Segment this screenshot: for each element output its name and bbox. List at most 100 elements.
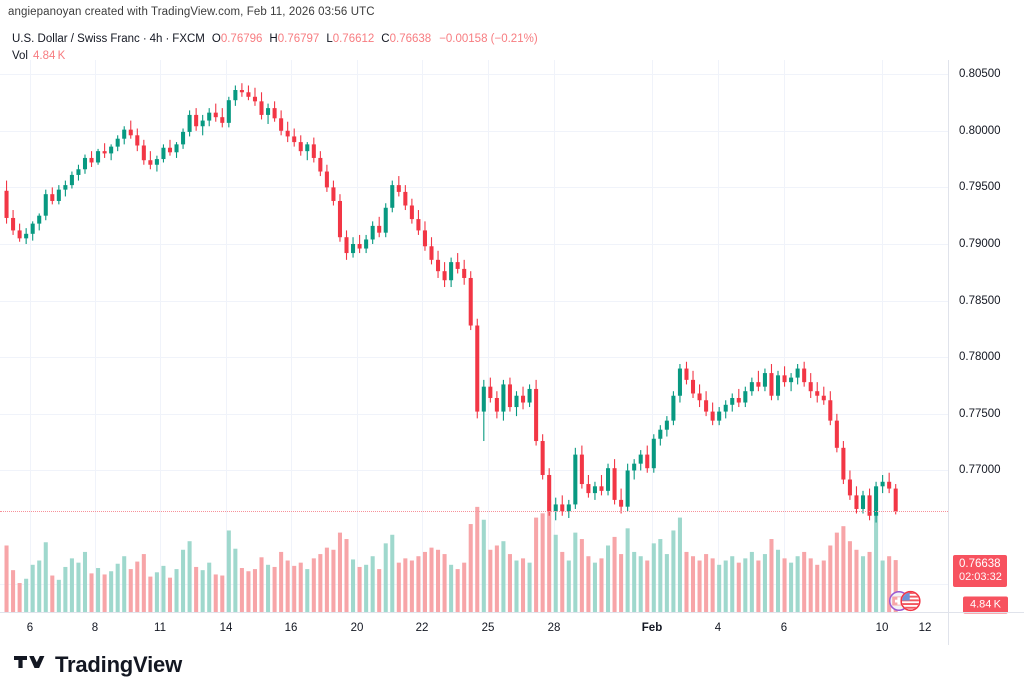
volume-bar [808,558,813,612]
candle-body [841,447,846,480]
candle-body [416,219,421,231]
price-axis[interactable]: 0.80500 0.80000 0.79500 0.79000 0.78500 0.780… [948,60,1024,614]
volume-bar [239,568,244,612]
price-axis-label: 0.79000 [959,238,1001,250]
volume-bar [11,570,16,612]
candle-body [128,129,133,136]
candle-body [893,488,898,512]
time-axis-corner [948,612,1024,645]
volume-bar [619,554,624,612]
volume-bar [213,574,218,612]
volume-bar [109,571,114,612]
candle-body [684,368,689,380]
current-price-badge: 0.76638 02:03:32 [953,555,1007,588]
change-value: −0.00158 (−0.21%) [439,33,538,45]
interval-label[interactable]: 4h [149,33,163,45]
gridline-vertical [784,60,785,612]
candle-body [677,368,682,396]
volume-bar [409,560,414,612]
gridline-horizontal [0,300,948,302]
candle-body [756,382,761,387]
candle-body [475,325,480,412]
gridline-horizontal [0,357,948,359]
candle-body [246,92,251,97]
candle-body [30,223,35,234]
price-axis-label: 0.80000 [959,124,1001,137]
volume-bar [207,562,212,612]
candle-body [821,395,826,401]
time-axis-label: 20 [350,622,364,634]
volume-bar [82,551,88,612]
candle-body [285,130,290,137]
volume-bar [514,560,519,612]
candle-body [521,395,526,403]
candle-body [37,215,42,224]
candle-body [828,400,833,421]
price-axis-label: 0.79500 [959,181,1001,194]
candle-body [494,397,499,412]
volume-bar [377,569,382,612]
price-axis-label: 0.78000 [959,351,1001,364]
candle-body [76,169,81,175]
time-axis-label: 8 [91,622,99,634]
volume-bar [854,549,859,612]
candle-body [181,131,186,145]
gridline-vertical [422,60,423,612]
candle-body [167,147,173,153]
close-key: C [381,33,390,45]
chart-legend: U.S. Dollar / Swiss Franc · 4h · FXCM O0… [12,32,538,64]
gridline-vertical [882,60,883,612]
volume-bar [723,560,728,612]
volume-bar [860,556,866,612]
candle-body [161,147,166,160]
volume-bar [867,551,872,612]
volume-bar [658,539,663,612]
volume-bar [24,578,29,612]
candle-body [690,379,696,394]
candle-body [860,495,866,509]
candle-body [815,391,820,396]
candle-body [239,90,244,93]
volume-bar [220,575,225,612]
volume-bar [311,558,316,612]
volume-bar [331,549,336,612]
candle-body [357,244,362,249]
volume-bar [494,545,499,612]
candle-body [592,486,597,494]
volume-bar [63,566,68,612]
volume-bar [606,545,611,612]
candle-body [717,411,722,421]
volume-badge: 4.84 K [963,596,1008,614]
volume-bar [664,554,669,612]
symbol-name[interactable]: U.S. Dollar / Swiss Franc [12,33,140,45]
exchange-label[interactable]: FXCM [172,33,205,45]
candle-body [481,386,486,412]
candle-body [403,191,408,206]
time-axis[interactable]: 6 8 11 14 16 20 22 25 28 Feb 4 6 10 12 [0,612,948,645]
currency-pair-flags-icon[interactable] [888,590,922,612]
gridline-horizontal [0,583,948,585]
candle-body [775,375,781,396]
volume-bar [671,530,676,612]
candle-body [802,368,807,383]
candle-body [887,481,892,489]
candle-body [200,120,205,127]
volume-bar [717,564,722,612]
candle-body [89,157,94,163]
chart-plot-area[interactable] [0,60,948,612]
volume-bar [749,551,754,612]
volume-bar [259,557,264,612]
volume-bar [841,526,846,612]
gridline-horizontal [0,244,948,245]
volume-bar [534,517,539,612]
candle-body [808,382,813,392]
volume-bar [396,562,401,612]
volume-bar [527,562,532,612]
volume-bar [252,569,257,612]
price-axis-label: 0.77000 [959,464,1001,477]
candle-body [743,391,748,403]
candle-body [259,101,264,115]
volume-bar [96,568,101,612]
volume-bar [50,575,55,612]
volume-bar [194,566,199,612]
